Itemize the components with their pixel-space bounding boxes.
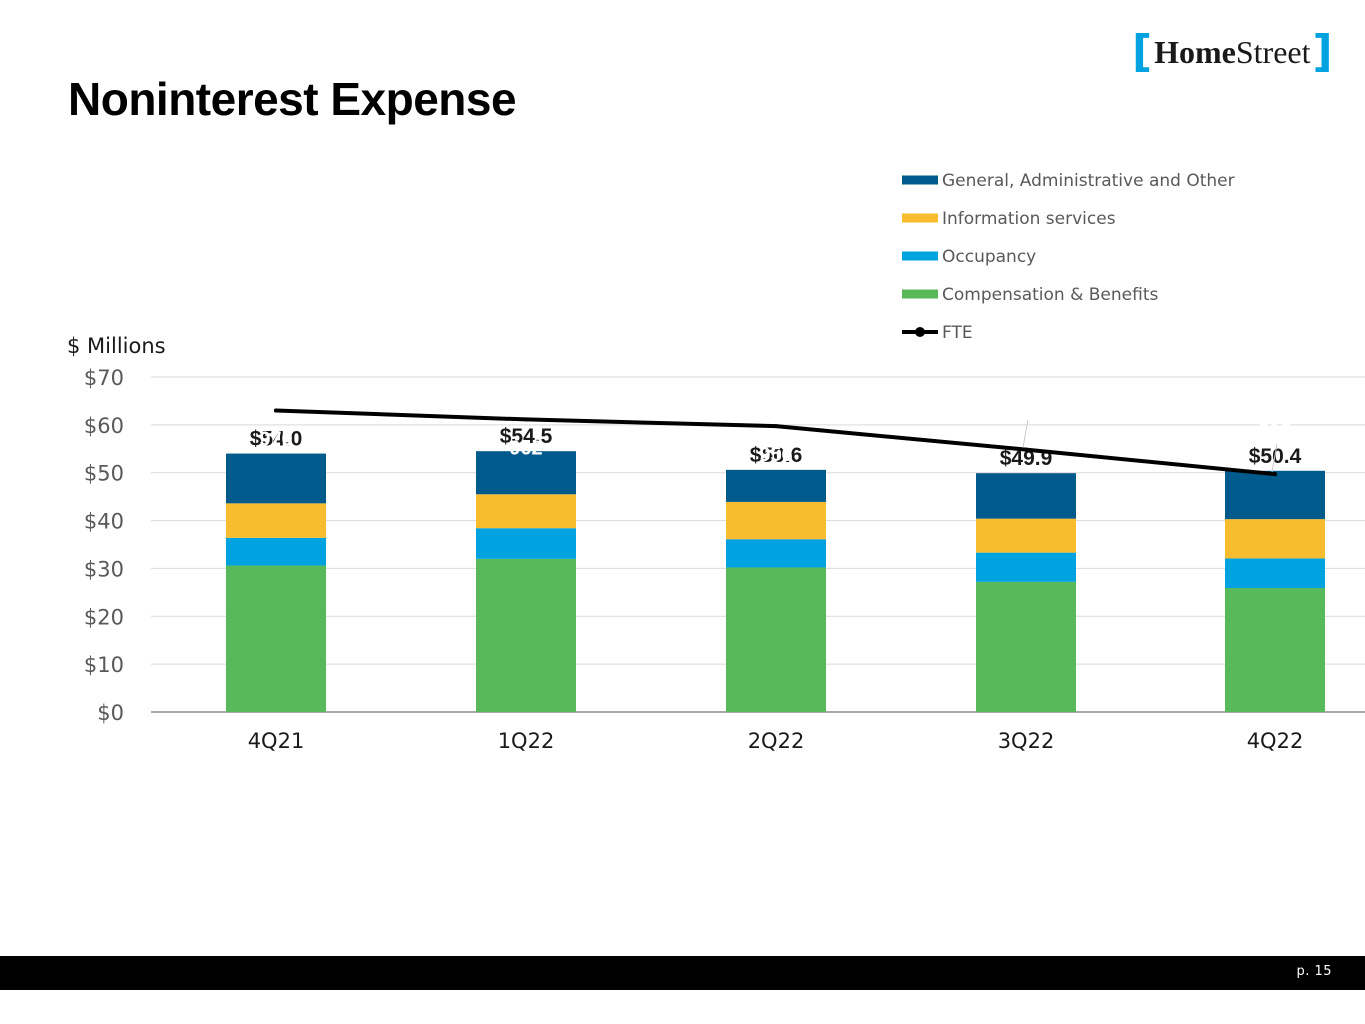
bar-segment xyxy=(476,494,576,529)
bar-total-label: $49.9 xyxy=(1000,447,1053,470)
bar-segment xyxy=(976,518,1076,553)
footer-bar: p. 15 xyxy=(0,956,1365,990)
fte-data-label: 970 xyxy=(259,429,292,451)
fte-point xyxy=(774,424,778,429)
bar-segment xyxy=(1225,588,1325,712)
x-tick-label: 4Q21 xyxy=(248,729,305,753)
fte-label-leader xyxy=(1022,419,1029,448)
bar-segment xyxy=(226,565,326,712)
fte-point xyxy=(1024,447,1028,452)
bar-segment xyxy=(726,567,826,712)
bar-segment xyxy=(726,469,826,502)
page-title: Noninterest Expense xyxy=(68,73,517,125)
fte-data-label: 956 xyxy=(759,444,792,466)
fte-label-leader xyxy=(1271,444,1278,473)
y-axis-title: $ Millions xyxy=(67,334,166,358)
y-tick-label: $70 xyxy=(84,366,124,390)
logo-word-home: Home xyxy=(1154,34,1236,70)
logo-bracket-open: [ xyxy=(1132,26,1153,77)
legend-swatch xyxy=(902,213,938,223)
legend-swatch-fte-marker xyxy=(915,327,925,337)
bar-segment xyxy=(1225,558,1325,589)
fte-data-label: 935 xyxy=(1009,396,1042,418)
bar-segment xyxy=(726,501,826,540)
legend-swatch xyxy=(902,289,938,299)
bar-total-label: $54.5 xyxy=(500,425,553,448)
logo-bracket-close: ] xyxy=(1312,26,1333,77)
y-tick-label: $40 xyxy=(84,510,124,534)
bar-total-label: $54.0 xyxy=(250,428,303,451)
bar-segment xyxy=(1225,519,1325,559)
fte-point xyxy=(524,417,528,422)
bar-segment xyxy=(226,453,326,504)
legend-label: General, Administrative and Other xyxy=(942,171,1235,191)
legend-label: Compensation & Benefits xyxy=(942,285,1158,305)
bar-segment xyxy=(726,539,826,568)
y-tick-label: $60 xyxy=(84,414,124,438)
fte-data-label: 913 xyxy=(1258,420,1291,442)
logo-word-street: Street xyxy=(1235,34,1311,70)
bar-segment xyxy=(476,528,576,559)
homestreet-logo: [ HomeStreet ] xyxy=(1132,30,1333,74)
y-tick-label: $10 xyxy=(84,653,124,677)
noninterest-expense-chart: $0 $10 $20 $30 $40 $50 $60 $70 $ Millions $54.0 4Q… xyxy=(0,140,1365,780)
y-tick-label: $50 xyxy=(84,462,124,486)
y-tick-label: $0 xyxy=(97,701,124,725)
fte-data-label: 962 xyxy=(509,437,542,459)
logo-wordmark: HomeStreet xyxy=(1154,30,1310,74)
legend-label: Occupancy xyxy=(942,247,1036,267)
x-tick-label: 4Q22 xyxy=(1247,729,1304,753)
x-tick-label: 3Q22 xyxy=(998,729,1055,753)
x-tick-label: 2Q22 xyxy=(748,729,805,753)
legend-label: Information services xyxy=(942,209,1116,229)
bar-segment xyxy=(226,503,326,538)
legend-swatch xyxy=(902,175,938,185)
bar-segment xyxy=(1225,470,1325,520)
fte-point xyxy=(1273,472,1277,477)
fte-point xyxy=(274,408,278,413)
legend-swatch xyxy=(902,251,938,261)
bar-segment xyxy=(226,537,326,566)
bar-segment xyxy=(976,552,1076,582)
bar-segment xyxy=(976,581,1076,712)
x-tick-label: 1Q22 xyxy=(498,729,555,753)
chart-svg: $0 $10 $20 $30 $40 $50 $60 $70 $ Millions $54.0 4Q… xyxy=(67,171,1365,753)
bar-segment xyxy=(976,473,1076,519)
bar-segment xyxy=(476,558,576,712)
bar-segment xyxy=(476,451,576,495)
bar-total-label: $50.6 xyxy=(750,444,803,467)
legend-label: FTE xyxy=(942,323,973,343)
y-tick-label: $20 xyxy=(84,605,124,629)
y-tick-label: $30 xyxy=(84,557,124,581)
page-number: p. 15 xyxy=(1296,964,1332,979)
